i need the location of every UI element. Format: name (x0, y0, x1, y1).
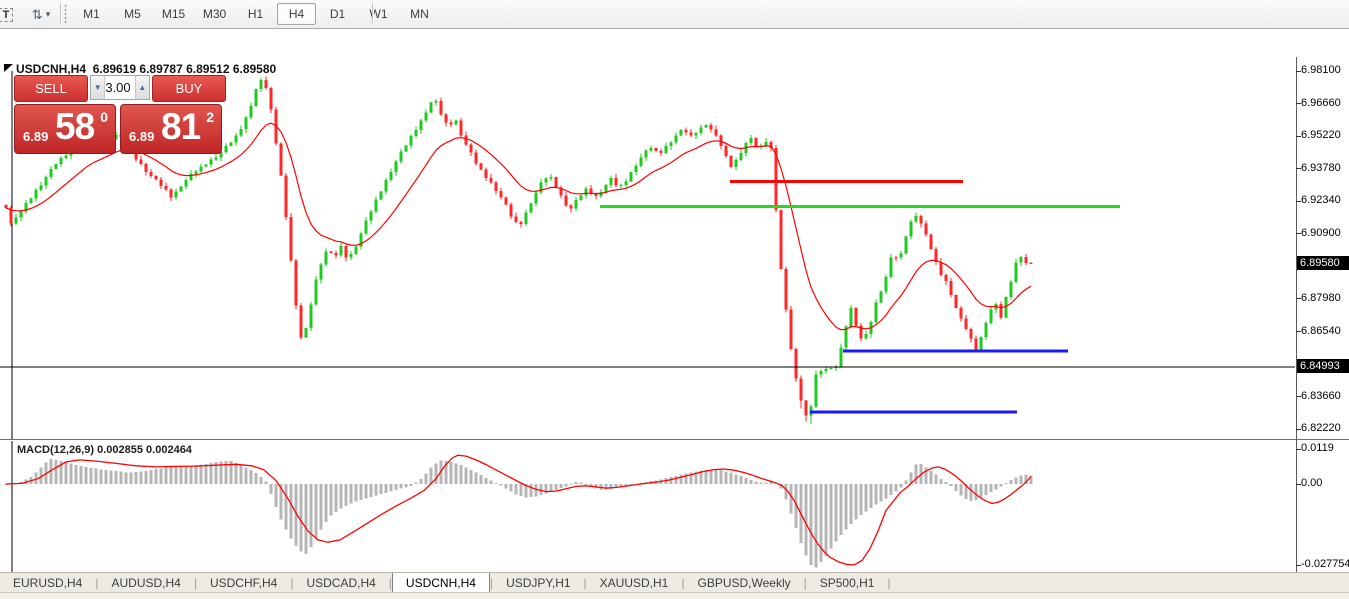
price-axis-label-tick (1296, 136, 1301, 137)
tab-separator: | (489, 576, 494, 590)
tab-separator: | (681, 576, 685, 590)
timeframe-button-d1[interactable]: D1 (329, 7, 346, 21)
one-click-trading-panel: SELL ▼ 3.00 ▲ BUY 6.89 58 0 6.89 81 2 (14, 75, 226, 154)
price-axis-label: 6.96660 (1301, 97, 1341, 109)
arrange-arrows-icon: ⇅ (31, 6, 43, 22)
volume-input[interactable]: 3.00 (105, 76, 135, 99)
buy-price-tile[interactable]: 6.89 81 2 (120, 104, 222, 154)
tab-separator: | (887, 576, 891, 590)
tab-separator: | (95, 576, 99, 590)
price-axis-label-tick (1296, 331, 1301, 332)
pane-divider[interactable] (0, 439, 1349, 440)
timeframe-button-m15[interactable]: M15 (161, 7, 186, 21)
toolbar-grip[interactable] (64, 4, 67, 23)
price-axis-label-tick (1296, 298, 1301, 299)
price-axis-label: 6.86540 (1301, 325, 1341, 337)
ma-line (5, 122, 1032, 331)
tab-separator: | (290, 576, 294, 590)
price-axis-label-tick (1296, 429, 1301, 430)
timeframe-button-mn[interactable]: MN (410, 7, 429, 21)
timeframe-button-m5[interactable]: M5 (124, 7, 141, 21)
chart-tab-usdcnh-h4[interactable]: USDCNH,H4 (391, 573, 490, 593)
timeframe-button-h1[interactable]: H1 (247, 7, 264, 21)
timeframe-button-w1[interactable]: W1 (369, 7, 388, 21)
buy-price-big: 81 (161, 106, 201, 147)
sell-button[interactable]: SELL (14, 75, 88, 102)
macd-axis-label: -0.027754 (1301, 558, 1349, 570)
chart-tab-bar: EURUSD,H4 | AUDUSD,H4 | USDCHF,H4 | USDCAD,H4 |… (0, 572, 1349, 593)
timeframe-button-h4[interactable]: H4 (277, 3, 316, 25)
price-axis-label: 6.87980 (1301, 292, 1341, 304)
price-axis-label: 6.90900 (1301, 227, 1341, 239)
volume-stepper: ▼ 3.00 ▲ (90, 75, 150, 100)
chart-tab-audusd-h4[interactable]: AUDUSD,H4 (111, 576, 181, 590)
timeframe-button-m30[interactable]: M30 (202, 7, 227, 21)
toolbar-separator (372, 3, 373, 24)
toolbar: T ⇅ ▾ M1 M5 M15 M30 H1 H4 D1 W1 MN (0, 0, 1349, 29)
text-tool-icon[interactable]: T (0, 3, 18, 26)
chart-tab-usdchf-h4[interactable]: USDCHF,H4 (209, 576, 278, 590)
price-axis-label-tick (1296, 103, 1301, 104)
timeframe-buttons: M1 M5 M15 M30 H1 H4 D1 W1 MN (72, 3, 439, 25)
sell-price-tile[interactable]: 6.89 58 0 (14, 104, 116, 154)
price-axis-label: 6.93780 (1301, 162, 1341, 174)
price-axis-label-tick (1296, 233, 1301, 234)
chart-tab-xauusd-h1[interactable]: XAUUSD,H1 (599, 576, 669, 590)
price-axis-label-tick (1296, 168, 1301, 169)
sell-price-base: 6.89 (23, 129, 49, 144)
volume-increase-button[interactable]: ▲ (134, 76, 149, 99)
dropdown-caret-icon: ▾ (45, 9, 51, 19)
arrange-arrows-dropdown-button[interactable]: ⇅ ▾ (22, 3, 60, 26)
one-click-collapse-icon[interactable] (4, 64, 13, 72)
price-axis-label-tick (1296, 396, 1301, 397)
symbol-period-label: USDCNH,H4 (16, 62, 87, 76)
chart-tab-sp500-h1[interactable]: SP500,H1 (819, 576, 875, 590)
window-bottom-strip (0, 592, 1349, 599)
price-axis-label-tick (1296, 201, 1301, 202)
macd-axis-label-tick (1296, 449, 1301, 450)
price-axis-label: 6.92340 (1301, 194, 1341, 206)
tab-separator: | (803, 576, 807, 590)
price-axis-label: 6.95220 (1301, 129, 1341, 141)
buy-price-base: 6.89 (129, 129, 155, 144)
price-chart-pane[interactable] (0, 57, 1296, 439)
price-badge-6.89580: 6.89580 (1297, 256, 1349, 270)
sell-price-big: 58 (55, 106, 95, 147)
chart-window: USDCNH,H4 6.89619 6.89787 6.89512 6.8958… (0, 28, 1349, 599)
timeframe-button-m1[interactable]: M1 (83, 7, 100, 21)
macd-indicator-pane[interactable] (0, 441, 1296, 581)
tab-separator: | (193, 576, 197, 590)
ohlc-values: 6.89619 6.89787 6.89512 6.89580 (92, 62, 277, 76)
macd-axis-label-tick (1296, 565, 1301, 566)
macd-label: MACD(12,26,9) 0.002855 0.002464 (17, 444, 192, 456)
chart-tab-eurusd-h4[interactable]: EURUSD,H4 (13, 576, 83, 590)
text-tool-glyph: T (0, 7, 14, 22)
tab-separator: | (388, 576, 392, 590)
price-axis-label-tick (1296, 71, 1301, 72)
macd-histogram (4, 459, 1033, 568)
toolbar-separator (60, 3, 61, 24)
chart-tab-usdjpy-h1[interactable]: USDJPY,H1 (506, 576, 571, 590)
price-axis-separator (1296, 57, 1297, 599)
macd-signal-value: 0.002464 (146, 444, 192, 456)
price-axis-label: 6.98100 (1301, 64, 1341, 76)
macd-axis-label: 0.00 (1301, 477, 1323, 489)
price-axis-label: 6.83660 (1301, 390, 1341, 402)
chart-title: USDCNH,H4 6.89619 6.89787 6.89512 6.8958… (16, 62, 276, 76)
buy-price-sup: 2 (206, 109, 214, 125)
macd-axis-label: 0.0119 (1301, 442, 1334, 454)
macd-axis-label-tick (1296, 484, 1301, 485)
macd-signal-line (5, 454, 1032, 566)
sell-price-sup: 0 (100, 109, 108, 125)
tab-separator: | (583, 576, 587, 590)
macd-value: 0.002855 (97, 444, 143, 456)
volume-decrease-button[interactable]: ▼ (91, 76, 106, 99)
price-axis-label: 6.82220 (1301, 422, 1341, 434)
candles (4, 76, 1033, 424)
chart-tab-gbpusd-weekly[interactable]: GBPUSD,Weekly (697, 576, 791, 590)
price-badge-6.84993: 6.84993 (1297, 359, 1349, 373)
buy-button[interactable]: BUY (152, 75, 226, 102)
chart-tab-usdcad-h4[interactable]: USDCAD,H4 (306, 576, 376, 590)
